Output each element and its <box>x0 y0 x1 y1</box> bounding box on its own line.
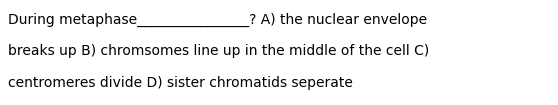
Text: breaks up B) chromsomes line up in the middle of the cell C): breaks up B) chromsomes line up in the m… <box>8 44 430 58</box>
Text: centromeres divide D) sister chromatids seperate: centromeres divide D) sister chromatids … <box>8 76 353 90</box>
Text: During metaphase________________? A) the nuclear envelope: During metaphase________________? A) the… <box>8 13 427 27</box>
